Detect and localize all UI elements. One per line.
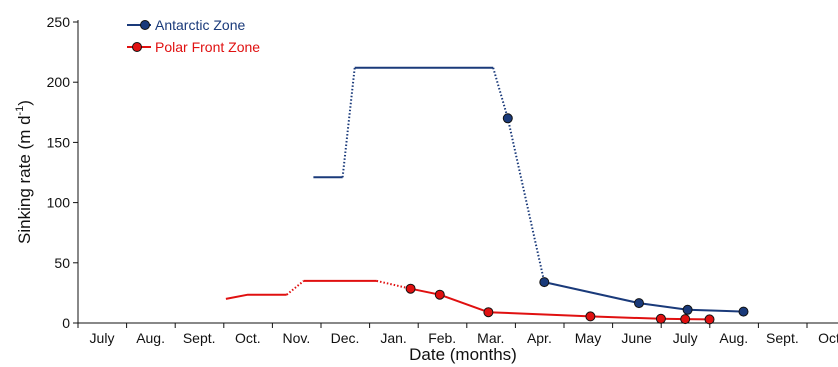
data-point-antarctic-zone <box>634 298 644 309</box>
x-tick-label: Aug. <box>719 330 748 346</box>
y-tick-label: 50 <box>54 255 70 271</box>
x-tick-label: May <box>575 330 601 346</box>
data-point-antarctic-zone <box>502 113 513 124</box>
data-point-antarctic-zone <box>682 304 693 315</box>
data-point-antarctic-zone <box>738 306 749 317</box>
series-line-polar-front-zone <box>225 293 287 300</box>
y-axis-title: Sinking rate (m d-1) <box>14 100 34 244</box>
legend-marker-polar-front-zone <box>132 42 142 52</box>
data-point-polar-front-zone <box>704 314 715 325</box>
y-axis-title-superscript: -1 <box>14 106 26 116</box>
y-tick-label: 250 <box>47 14 71 30</box>
y-tick-label: 200 <box>47 74 71 90</box>
x-tick-label: Oct. <box>818 330 838 346</box>
y-axis-title-main: Sinking rate (m d <box>15 115 34 244</box>
series-line-antarctic-zone-dotted <box>341 67 356 178</box>
plot-area: 0 50 100 150 200 250 July Aug. Sept. Oct. Nov. Dec… <box>47 14 838 346</box>
data-point-polar-front-zone <box>680 314 691 325</box>
legend: Antarctic Zone Polar Front Zone <box>127 17 260 55</box>
legend-label-antarctic-zone: Antarctic Zone <box>155 17 245 33</box>
x-tick-label: Sept. <box>766 330 799 346</box>
data-point-polar-front-zone <box>585 311 596 322</box>
series-line-antarctic-zone-dotted <box>492 67 546 283</box>
x-tick-label: Apr. <box>527 330 552 346</box>
y-tick-label: 100 <box>47 195 71 211</box>
data-point-polar-front-zone <box>434 289 445 300</box>
legend-item-polar-front-zone: Polar Front Zone <box>127 39 260 55</box>
y-tick-label: 150 <box>47 134 71 150</box>
x-axis-title: Date (months) <box>409 345 517 364</box>
x-tick-label: July <box>90 330 115 346</box>
data-point-antarctic-zone <box>539 277 550 288</box>
series-layer <box>225 66 749 325</box>
y-axis-title-close: ) <box>15 100 34 106</box>
data-point-polar-front-zone <box>405 283 416 294</box>
x-tick-label: Dec. <box>331 330 360 346</box>
series-line-polar-front-zone-dotted <box>286 280 305 296</box>
x-tick-label: Feb. <box>428 330 456 346</box>
x-tick-label: Jan. <box>380 330 406 346</box>
legend-label-polar-front-zone: Polar Front Zone <box>155 39 260 55</box>
x-tick-label: June <box>621 330 652 346</box>
series-line-polar-front-zone-dotted <box>376 279 411 290</box>
x-tick-label: Sept. <box>183 330 216 346</box>
x-tick-label: Oct. <box>235 330 261 346</box>
y-ticks: 0 50 100 150 200 250 <box>47 14 78 331</box>
series-line-polar-front-zone <box>410 287 710 321</box>
x-tick-label: Mar. <box>477 330 504 346</box>
legend-item-antarctic-zone: Antarctic Zone <box>127 17 245 33</box>
x-tick-label: Nov. <box>283 330 311 346</box>
series-polar-front-zone <box>225 279 715 325</box>
series-line-antarctic-zone <box>544 281 744 313</box>
data-point-polar-front-zone <box>483 307 494 318</box>
data-point-polar-front-zone <box>655 313 666 324</box>
x-ticks: July Aug. Sept. Oct. Nov. Dec. Jan. Feb. Mar. Apr… <box>77 323 838 346</box>
x-tick-label: July <box>673 330 698 346</box>
legend-marker-antarctic-zone <box>140 20 150 30</box>
series-antarctic-zone <box>313 66 749 317</box>
y-tick-label: 0 <box>62 315 70 331</box>
x-tick-label: Aug. <box>136 330 165 346</box>
